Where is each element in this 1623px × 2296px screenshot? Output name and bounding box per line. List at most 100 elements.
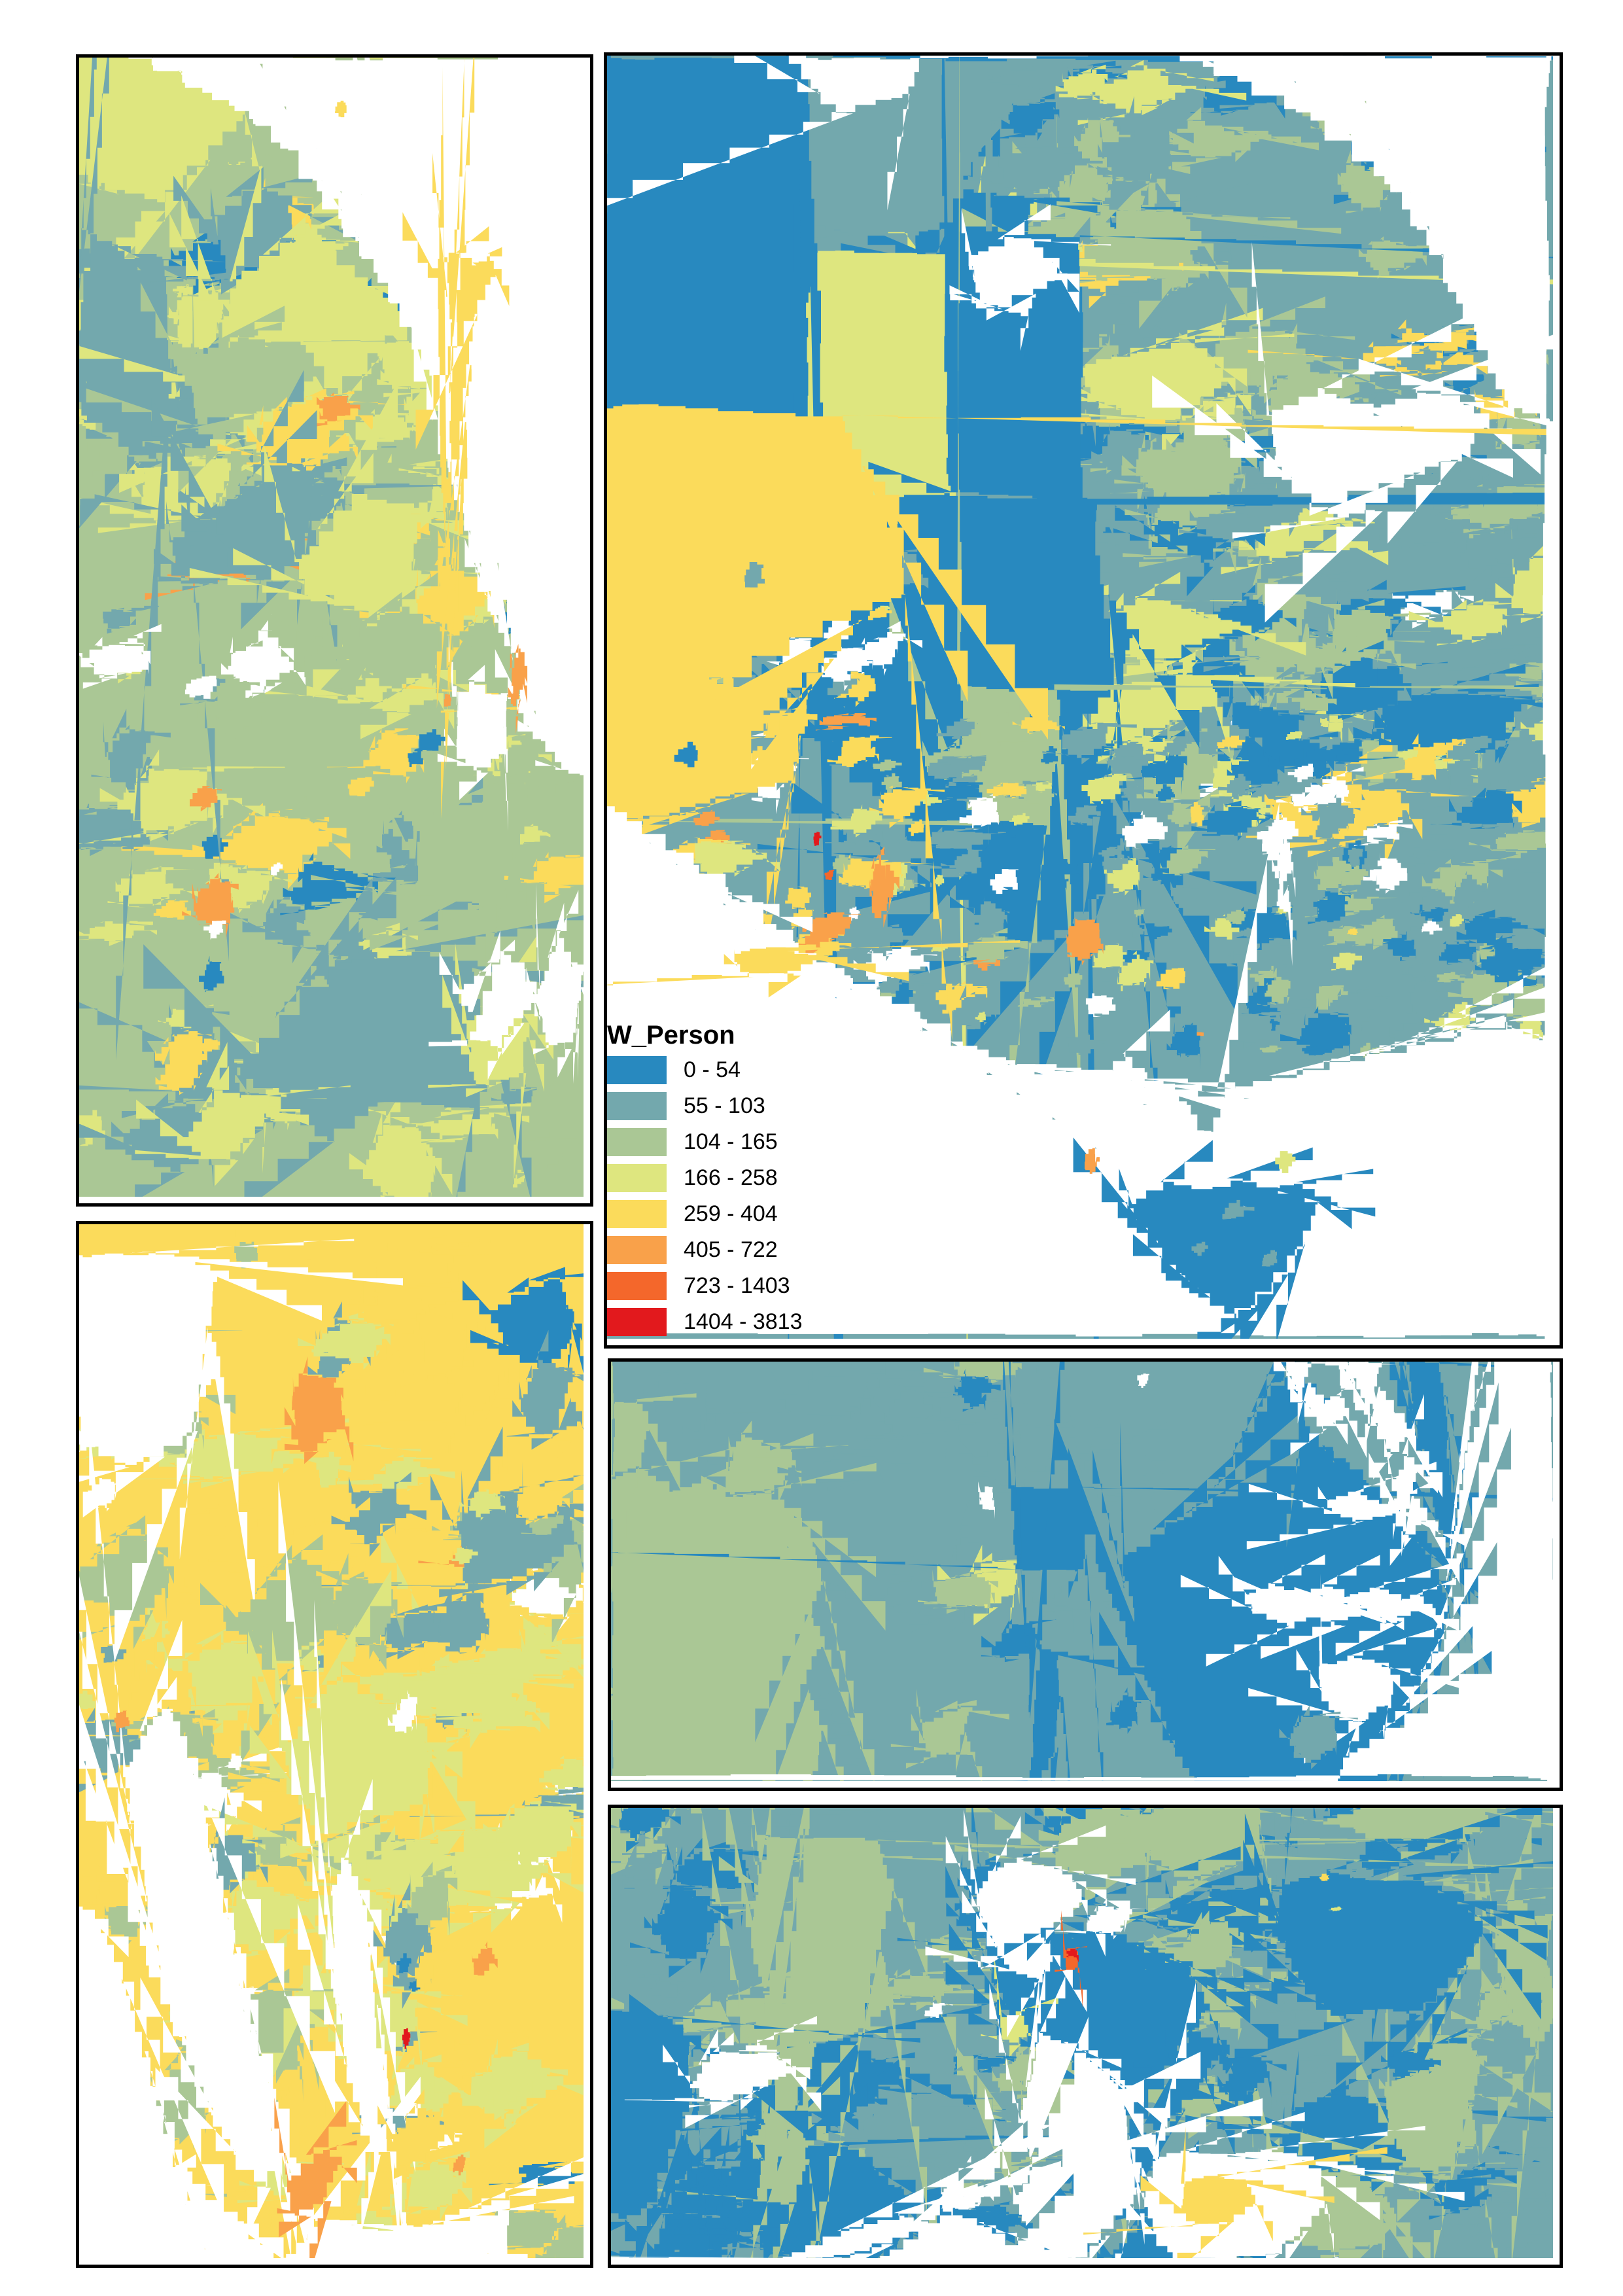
map-region — [298, 1311, 394, 1370]
map-region — [173, 1505, 460, 1604]
map-region — [1246, 2051, 1339, 2119]
map-region — [988, 93, 1060, 141]
map-region — [1469, 830, 1553, 863]
map-region — [1456, 910, 1545, 950]
map-region — [901, 64, 1097, 143]
map-region — [701, 1421, 848, 1504]
map-region — [1440, 741, 1479, 761]
map-region — [437, 635, 535, 831]
map-region — [978, 1481, 995, 1519]
map-region — [487, 726, 556, 792]
map-region — [79, 1690, 96, 1709]
map-region — [928, 756, 976, 781]
map-region — [971, 696, 1036, 747]
map-region — [1224, 1909, 1553, 2258]
map-region — [949, 204, 1111, 351]
legend-title: W_Person — [607, 1021, 735, 1050]
map-region — [535, 2214, 584, 2258]
map-region — [607, 404, 1553, 1131]
map-region — [203, 920, 226, 940]
map-region — [1253, 1808, 1310, 1839]
map-region — [611, 1362, 697, 1599]
map-region — [79, 1239, 403, 1662]
map-panel-south-australia — [76, 1221, 593, 2268]
map-region — [934, 874, 945, 887]
map-region — [453, 2154, 466, 2176]
map-region — [1073, 1137, 1376, 1339]
map-region — [1429, 2181, 1492, 2238]
map-region — [336, 1455, 455, 1496]
map-region — [79, 777, 584, 1197]
map-region — [953, 1369, 1001, 1412]
map-region — [1363, 852, 1408, 894]
map-region — [1420, 2162, 1518, 2220]
map-region — [1356, 915, 1398, 950]
map-region — [451, 1547, 478, 1564]
map-region — [1083, 1982, 1465, 2258]
map-region — [1009, 813, 1030, 826]
map-region — [1149, 1971, 1277, 2041]
map-region — [1068, 805, 1101, 826]
map-region — [999, 620, 1355, 771]
map-region — [79, 152, 554, 503]
map-region — [1066, 1947, 1079, 1963]
map-region — [207, 675, 260, 720]
map-region — [873, 759, 902, 771]
map-region — [1098, 847, 1122, 857]
map-region — [1246, 1461, 1467, 1549]
map-region — [472, 1941, 498, 1976]
map-region — [335, 100, 347, 118]
map-region — [607, 56, 1553, 211]
map-region — [539, 1755, 584, 1792]
map-region — [79, 2076, 584, 2258]
map-region — [1117, 950, 1154, 991]
map-region — [199, 955, 224, 993]
map-region — [939, 86, 1201, 290]
map-region — [189, 381, 531, 698]
map-region — [841, 735, 892, 762]
map-region — [1468, 2134, 1553, 2220]
map-region — [1152, 241, 1553, 623]
map-region — [1362, 489, 1470, 559]
map-region — [349, 1355, 474, 1438]
map-region — [1450, 914, 1464, 927]
map-region — [504, 852, 584, 904]
map-region — [1420, 889, 1453, 913]
map-region — [300, 1644, 584, 1760]
map-region — [79, 1423, 336, 2258]
legend-swatch-class-7 — [607, 1308, 667, 1336]
map-region — [932, 189, 1153, 251]
map-region — [936, 718, 978, 740]
map-region — [226, 1816, 307, 1882]
map-region — [79, 431, 180, 481]
map-region — [121, 803, 351, 890]
map-region — [234, 1241, 258, 1269]
map-region — [1042, 722, 1137, 765]
map-region — [1153, 1909, 1255, 2019]
map-region — [1156, 786, 1175, 802]
map-region — [611, 1808, 1553, 2258]
map-region — [1430, 787, 1537, 829]
map-region — [1408, 847, 1430, 859]
map-region — [1227, 931, 1293, 976]
legend-swatch-class-0 — [607, 1056, 667, 1084]
map-region — [954, 1808, 1260, 1934]
map-region — [819, 646, 873, 692]
map-region — [1406, 975, 1444, 1025]
map-region — [424, 1230, 491, 1252]
map-region — [1196, 1808, 1430, 2007]
map-region — [153, 898, 191, 920]
map-region — [1439, 381, 1539, 423]
map-region — [1437, 972, 1467, 983]
map-region — [1405, 733, 1439, 781]
map-region — [1319, 838, 1340, 850]
map-region — [1453, 870, 1490, 908]
map-region — [442, 2026, 536, 2080]
map-region — [1234, 1808, 1553, 2085]
legend-rows: 0 - 54 55 - 103 104 - 165 166 - 258 259 - 40… — [607, 1056, 803, 1336]
map-region — [1225, 910, 1246, 925]
map-region — [1348, 847, 1363, 867]
map-region — [1137, 1373, 1149, 1388]
map-region — [1122, 811, 1168, 849]
map-region — [1261, 1250, 1278, 1267]
